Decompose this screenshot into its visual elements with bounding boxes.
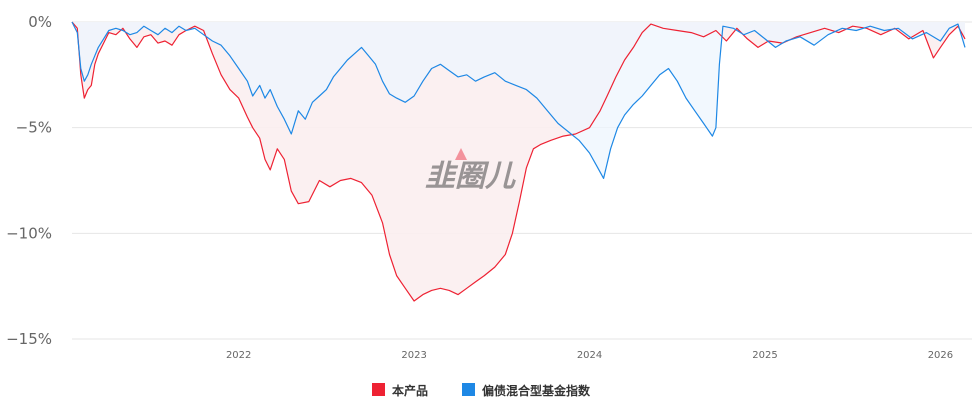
y-tick-label: −15% <box>6 330 52 348</box>
x-tick-label: 2024 <box>577 350 602 361</box>
series-area-1 <box>72 22 965 179</box>
legend-label: 本产品 <box>392 383 428 398</box>
x-axis-ticks: 2022 2023 2024 2025 2026 <box>226 350 953 361</box>
x-tick-label: 2022 <box>226 350 251 361</box>
series-line-1 <box>71 21 966 179</box>
x-tick-label: 2023 <box>401 350 426 361</box>
legend-swatch <box>462 383 475 396</box>
legend-item-0[interactable]: 本产品 <box>372 383 428 398</box>
legend-item-1[interactable]: 偏债混合型基金指数 <box>462 383 591 398</box>
watermark-arrow-icon <box>455 148 467 160</box>
y-tick-label: −10% <box>6 224 52 242</box>
watermark-text: 韭圈儿 <box>425 159 516 194</box>
legend-label: 偏债混合型基金指数 <box>482 383 591 398</box>
legend-swatch <box>372 383 385 396</box>
y-tick-label: −5% <box>16 119 52 137</box>
x-tick-label: 2025 <box>752 350 777 361</box>
area-fills <box>72 22 965 301</box>
legend[interactable]: 本产品 偏债混合型基金指数 <box>372 383 591 398</box>
y-axis-ticks: 0% −5% −10% −15% <box>6 13 52 348</box>
x-tick-label: 2026 <box>928 350 953 361</box>
series-lines <box>71 21 966 302</box>
series-line-0 <box>71 21 966 302</box>
y-tick-label: 0% <box>28 13 52 31</box>
watermark: 韭圈儿 <box>425 148 516 194</box>
